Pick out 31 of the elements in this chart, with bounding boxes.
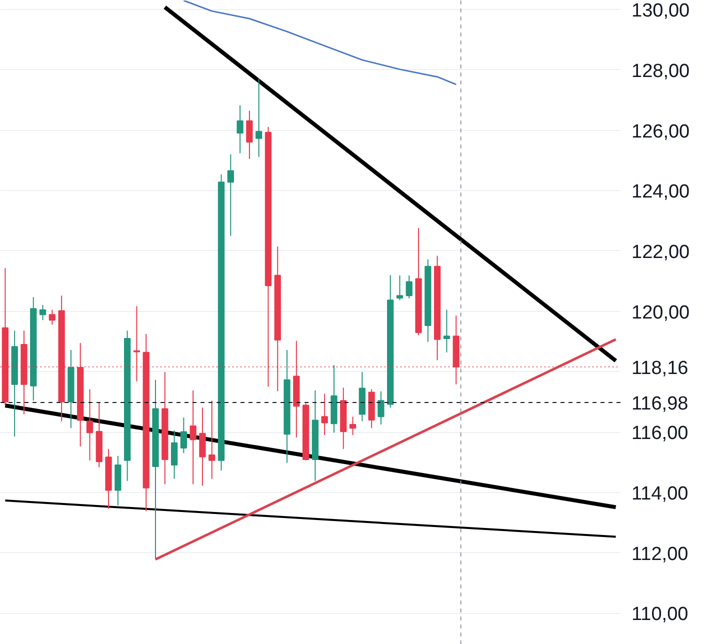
y-tick-label: 130,00 [632, 0, 690, 22]
candlestick [227, 154, 234, 236]
candlestick [170, 430, 178, 480]
y-tick-label: 128,00 [632, 60, 690, 82]
y-tick-label: 114,00 [632, 483, 688, 504]
candlestick [349, 416, 356, 436]
ref-line-label: 118,16 [632, 358, 688, 379]
candlestick [236, 104, 244, 154]
y-tick-label: 112,00 [632, 544, 688, 565]
candlestick [180, 417, 187, 454]
candlestick [199, 407, 206, 486]
ref-line-label: 116,98 [632, 393, 688, 414]
y-tick-label: 124,00 [632, 182, 690, 203]
y-tick-label: 126,00 [632, 121, 690, 142]
candlestick [443, 309, 450, 353]
candlestick [48, 309, 56, 326]
line-series [182, 0, 457, 86]
candlestick [396, 274, 404, 301]
candlestick [246, 110, 253, 160]
y-tick-label: 122,00 [632, 242, 690, 263]
candlestick [86, 388, 94, 461]
candlestick [256, 78, 262, 158]
candlestick [190, 390, 196, 485]
candlestick [39, 304, 46, 321]
y-tick-label: 120,00 [632, 302, 690, 324]
candlestick [208, 400, 216, 480]
y-tick-label: 110,00 [632, 604, 688, 626]
candlestick [378, 390, 384, 425]
y-tick-label: 116,00 [632, 423, 688, 444]
candlestick [406, 274, 412, 299]
candlestick [321, 393, 328, 436]
